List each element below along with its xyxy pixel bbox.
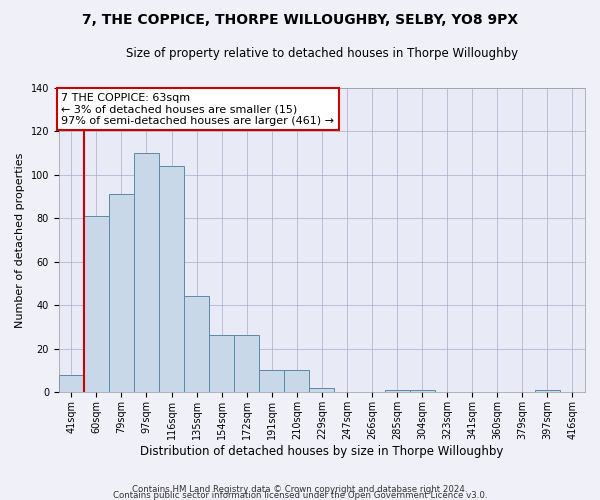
X-axis label: Distribution of detached houses by size in Thorpe Willoughby: Distribution of detached houses by size …: [140, 444, 503, 458]
Bar: [259, 370, 284, 392]
Bar: [310, 388, 334, 392]
Text: 7, THE COPPICE, THORPE WILLOUGHBY, SELBY, YO8 9PX: 7, THE COPPICE, THORPE WILLOUGHBY, SELBY…: [82, 12, 518, 26]
Bar: [84, 216, 109, 392]
Bar: [159, 166, 184, 392]
Text: Contains HM Land Registry data © Crown copyright and database right 2024.: Contains HM Land Registry data © Crown c…: [132, 485, 468, 494]
Text: Contains public sector information licensed under the Open Government Licence v3: Contains public sector information licen…: [113, 490, 487, 500]
Title: Size of property relative to detached houses in Thorpe Willoughby: Size of property relative to detached ho…: [126, 48, 518, 60]
Bar: [109, 194, 134, 392]
Bar: [234, 336, 259, 392]
Bar: [59, 374, 84, 392]
Bar: [209, 336, 234, 392]
Y-axis label: Number of detached properties: Number of detached properties: [15, 152, 25, 328]
Bar: [385, 390, 410, 392]
Bar: [134, 153, 159, 392]
Bar: [184, 296, 209, 392]
Text: 7 THE COPPICE: 63sqm
← 3% of detached houses are smaller (15)
97% of semi-detach: 7 THE COPPICE: 63sqm ← 3% of detached ho…: [61, 92, 334, 126]
Bar: [284, 370, 310, 392]
Bar: [410, 390, 434, 392]
Bar: [535, 390, 560, 392]
